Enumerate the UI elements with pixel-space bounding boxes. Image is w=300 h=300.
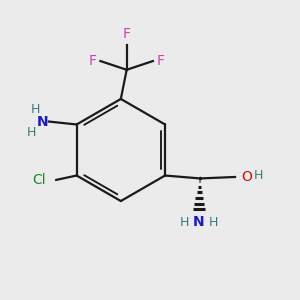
- Text: F: F: [156, 54, 164, 68]
- Text: F: F: [89, 54, 97, 68]
- Text: H: H: [31, 103, 40, 116]
- Text: N: N: [193, 215, 204, 230]
- Text: H: H: [179, 216, 189, 230]
- Text: O: O: [241, 170, 252, 184]
- Text: Cl: Cl: [32, 173, 46, 187]
- Text: N: N: [36, 116, 48, 129]
- Text: H: H: [208, 216, 218, 230]
- Text: H: H: [254, 169, 263, 182]
- Text: H: H: [27, 126, 36, 139]
- Text: F: F: [123, 28, 131, 41]
